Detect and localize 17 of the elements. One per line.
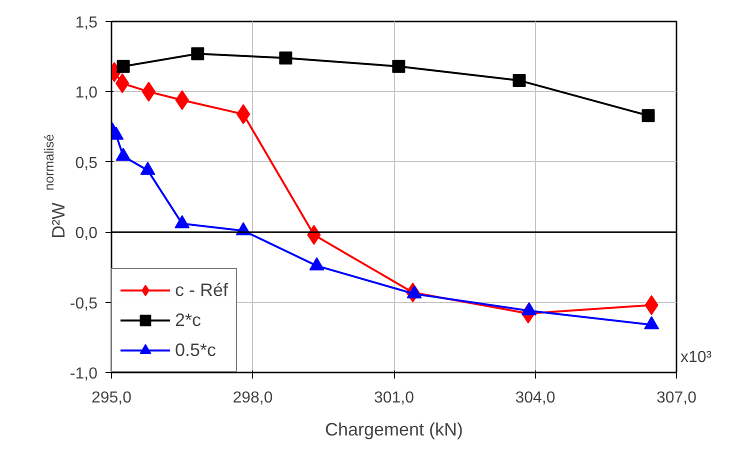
x-tick-label: 298,0: [232, 390, 273, 406]
x-axis-title: Chargement (kN): [324, 420, 464, 440]
x-tick-label: 301,0: [374, 390, 414, 406]
x-tick-label: 295,0: [91, 390, 132, 406]
y-tick-label: 1,0: [75, 84, 98, 102]
y-axis-title: D²Wnormalisé: [42, 134, 68, 238]
y-tick-label: 0,5: [75, 154, 98, 172]
y-tick-label: -0,5: [70, 295, 98, 312]
legend-label: 2*c: [175, 308, 202, 332]
y-tick-label: 1,5: [75, 14, 98, 32]
x-tick-label: 304,0: [515, 390, 556, 406]
legend-label: c - Réf: [175, 278, 228, 302]
y-tick-label: 0,0: [75, 225, 98, 242]
legend-label: 0.5*c: [175, 338, 216, 362]
y-tick-label: -1,0: [70, 366, 98, 382]
text: x10³: [680, 349, 712, 366]
x-tick-label: 307,0: [656, 390, 697, 406]
